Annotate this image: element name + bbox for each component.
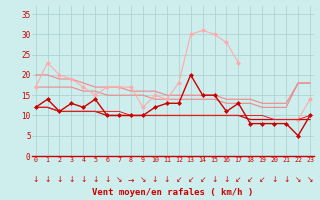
X-axis label: Vent moyen/en rafales ( km/h ): Vent moyen/en rafales ( km/h ) [92, 188, 253, 197]
